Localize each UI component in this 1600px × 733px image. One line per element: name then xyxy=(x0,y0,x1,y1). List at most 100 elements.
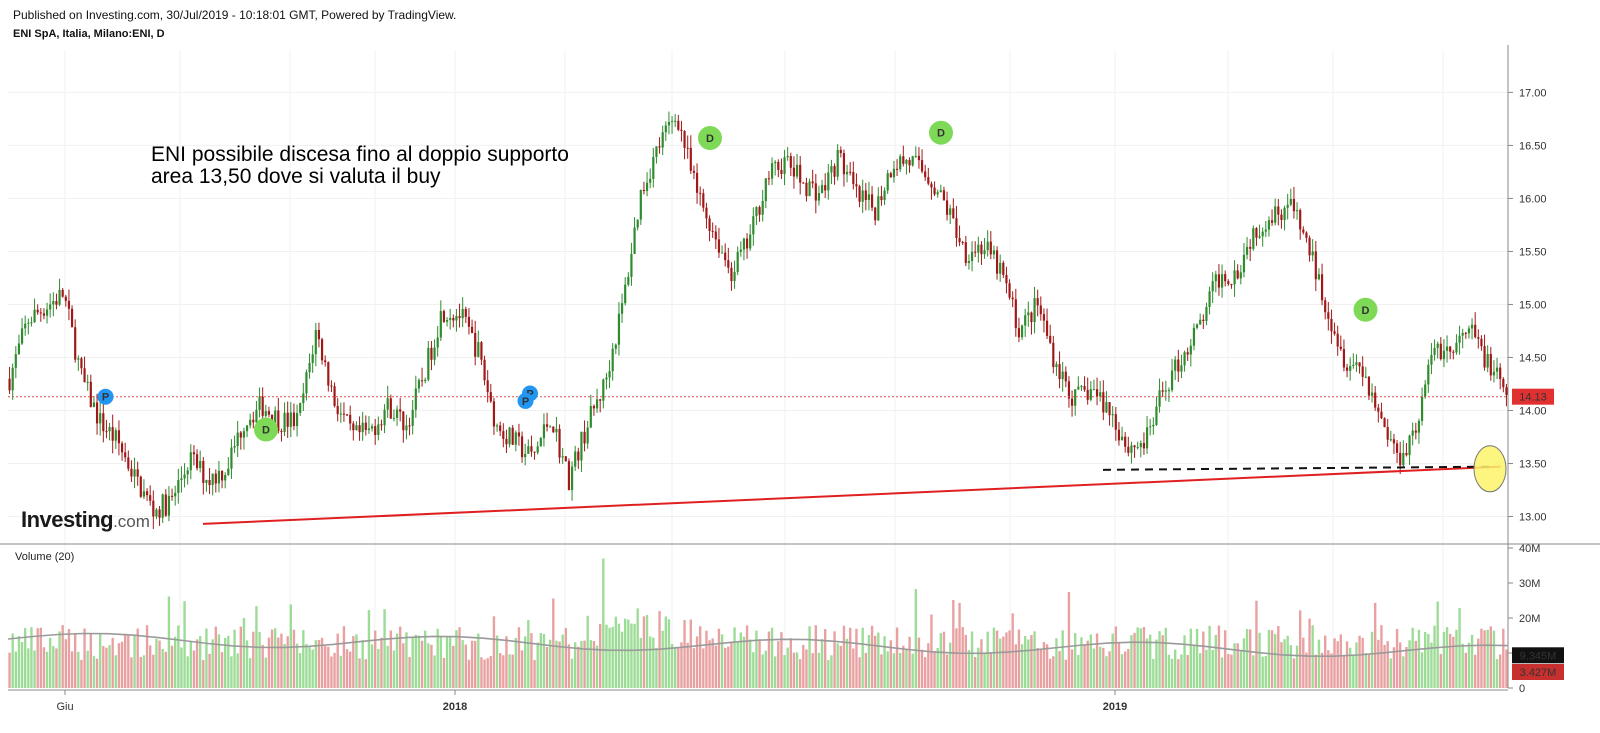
volume-bar[interactable] xyxy=(349,651,352,688)
volume-bar[interactable] xyxy=(674,648,677,688)
volume-bar[interactable] xyxy=(1424,631,1427,688)
candle-body[interactable] xyxy=(608,371,611,378)
volume-bar[interactable] xyxy=(967,649,971,688)
candle-body[interactable] xyxy=(345,414,349,416)
volume-bar[interactable] xyxy=(52,646,55,688)
volume-bar[interactable] xyxy=(280,633,283,688)
candle-body[interactable] xyxy=(149,495,152,501)
candle-body[interactable] xyxy=(489,392,492,402)
candle-body[interactable] xyxy=(189,452,192,471)
candle-body[interactable] xyxy=(195,454,199,469)
candle-body[interactable] xyxy=(970,251,974,262)
volume-bar[interactable] xyxy=(330,656,333,688)
candle-body[interactable] xyxy=(1020,325,1024,338)
volume-bar[interactable] xyxy=(420,640,424,688)
candle-body[interactable] xyxy=(767,178,771,180)
candle-body[interactable] xyxy=(567,461,571,490)
volume-bar[interactable] xyxy=(1083,644,1086,688)
volume-bar[interactable] xyxy=(80,659,83,688)
candle-body[interactable] xyxy=(102,413,105,432)
candle-body[interactable] xyxy=(1295,210,1299,212)
volume-bar[interactable] xyxy=(452,645,455,688)
candle-body[interactable] xyxy=(1317,274,1321,280)
volume-bar[interactable] xyxy=(1333,638,1336,688)
volume-bar[interactable] xyxy=(442,657,446,688)
volume-bar[interactable] xyxy=(1402,656,1405,688)
candle-body[interactable] xyxy=(170,495,174,497)
candle-body[interactable] xyxy=(974,251,977,253)
candle-body[interactable] xyxy=(464,308,467,317)
candle-body[interactable] xyxy=(352,423,355,431)
candle-body[interactable] xyxy=(924,171,927,178)
volume-bar[interactable] xyxy=(1361,637,1364,688)
candle-body[interactable] xyxy=(1008,283,1011,298)
volume-bar[interactable] xyxy=(677,647,680,688)
candle-body[interactable] xyxy=(602,379,605,401)
volume-bar[interactable] xyxy=(49,637,52,688)
volume-bar[interactable] xyxy=(980,639,983,688)
candle-body[interactable] xyxy=(945,200,949,215)
candle-body[interactable] xyxy=(714,231,717,240)
volume-bar[interactable] xyxy=(1224,630,1227,688)
volume-bar[interactable] xyxy=(1049,658,1052,688)
candle-body[interactable] xyxy=(461,308,464,319)
candle-body[interactable] xyxy=(920,160,924,172)
candle-body[interactable] xyxy=(1042,314,1046,321)
candle-body[interactable] xyxy=(1236,270,1239,279)
volume-bar[interactable] xyxy=(1258,632,1261,688)
volume-bar[interactable] xyxy=(152,654,155,688)
candle-body[interactable] xyxy=(745,238,749,249)
candle-body[interactable] xyxy=(139,476,142,497)
candle-body[interactable] xyxy=(367,428,371,430)
volume-bar[interactable] xyxy=(1355,642,1358,688)
volume-bar[interactable] xyxy=(149,645,152,688)
candle-body[interactable] xyxy=(80,358,83,369)
volume-bar[interactable] xyxy=(1436,601,1439,688)
candle-body[interactable] xyxy=(933,187,936,195)
candle-body[interactable] xyxy=(805,182,808,197)
volume-bar[interactable] xyxy=(942,631,946,688)
volume-bar[interactable] xyxy=(1058,651,1061,688)
volume-bar[interactable] xyxy=(292,629,296,688)
volume-bar[interactable] xyxy=(1036,648,1039,688)
dividend-marker[interactable] xyxy=(1353,297,1378,322)
candle-body[interactable] xyxy=(1477,337,1480,339)
candle-body[interactable] xyxy=(1064,371,1067,382)
candle-body[interactable] xyxy=(470,326,474,333)
volume-bar[interactable] xyxy=(683,620,686,688)
volume-bar[interactable] xyxy=(1505,649,1508,688)
candle-body[interactable] xyxy=(849,171,852,173)
volume-bar[interactable] xyxy=(986,631,989,688)
candle-body[interactable] xyxy=(455,316,458,321)
candle-body[interactable] xyxy=(1486,353,1489,368)
candle-body[interactable] xyxy=(1361,366,1364,377)
volume-bar[interactable] xyxy=(199,636,202,688)
volume-bar[interactable] xyxy=(1455,629,1458,688)
candle-body[interactable] xyxy=(145,491,149,496)
volume-bar[interactable] xyxy=(383,609,386,688)
volume-bar[interactable] xyxy=(1433,625,1436,688)
volume-bar[interactable] xyxy=(495,635,499,688)
target-area-ellipse[interactable] xyxy=(1473,445,1507,493)
volume-bar[interactable] xyxy=(945,654,949,688)
volume-bar[interactable] xyxy=(117,643,121,688)
volume-bar[interactable] xyxy=(99,633,102,688)
candle-body[interactable] xyxy=(1427,364,1430,385)
volume-bar[interactable] xyxy=(1142,626,1146,688)
candle-body[interactable] xyxy=(989,241,992,255)
volume-bar[interactable] xyxy=(252,631,255,688)
volume-bar[interactable] xyxy=(489,655,492,688)
volume-bar[interactable] xyxy=(655,647,658,688)
candle-body[interactable] xyxy=(783,157,786,174)
candle-body[interactable] xyxy=(1130,445,1133,453)
volume-bar[interactable] xyxy=(161,648,164,688)
volume-bar[interactable] xyxy=(486,658,489,688)
candle-body[interactable] xyxy=(1274,206,1277,223)
candle-body[interactable] xyxy=(617,313,621,345)
volume-bar[interactable] xyxy=(1314,654,1317,688)
volume-bar[interactable] xyxy=(817,652,821,688)
candle-body[interactable] xyxy=(8,378,11,391)
volume-bar[interactable] xyxy=(1102,647,1105,688)
volume-bar[interactable] xyxy=(136,628,139,688)
volume-bar[interactable] xyxy=(1124,651,1127,688)
